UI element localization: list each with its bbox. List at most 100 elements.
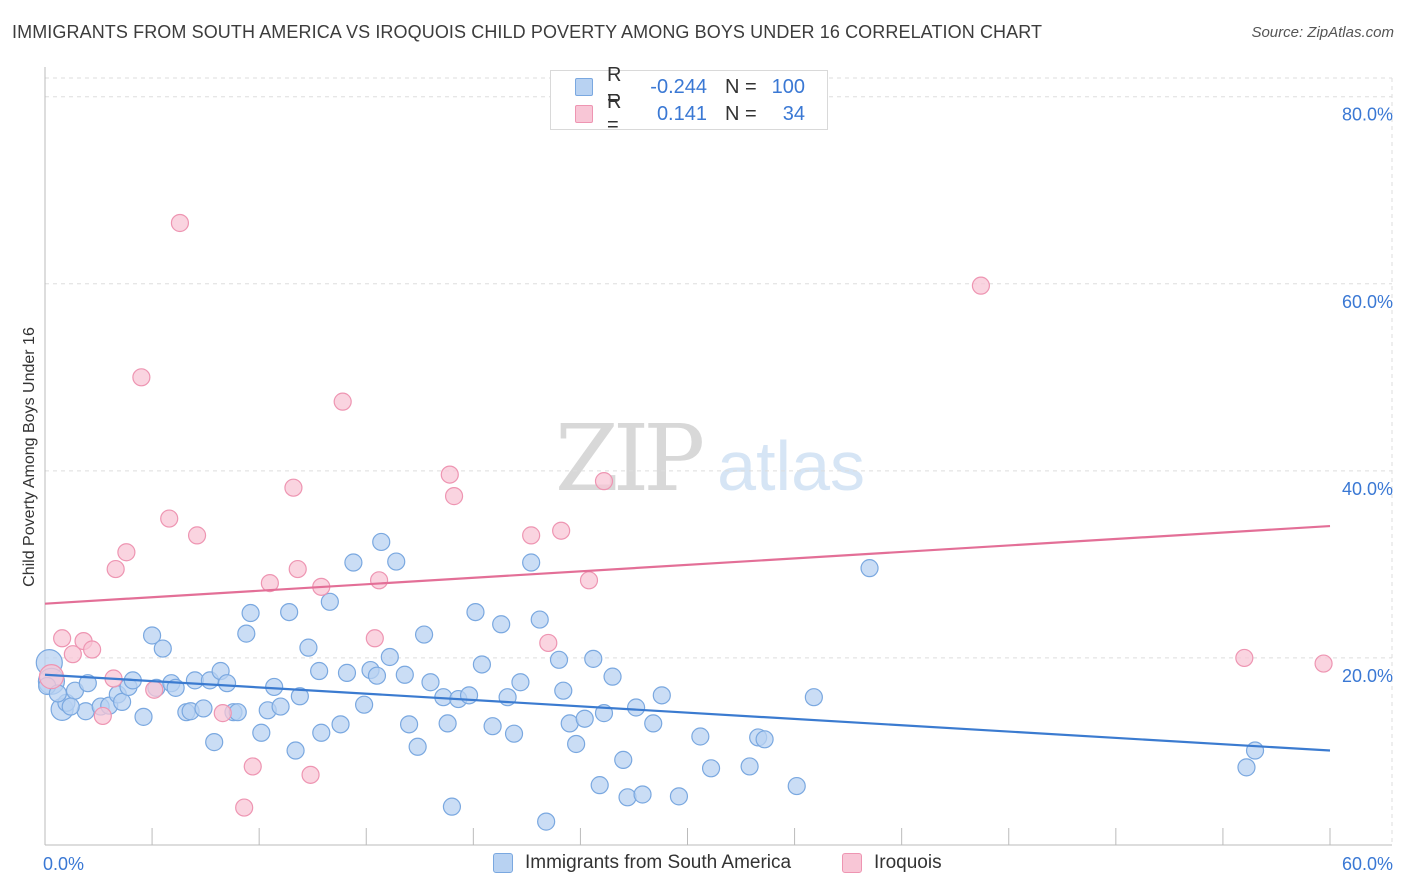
- point-immigrants: [78, 674, 97, 693]
- point-immigrants: [408, 737, 427, 756]
- point-immigrants: [399, 715, 419, 734]
- point-iroquois: [93, 706, 112, 726]
- point-immigrants: [134, 707, 153, 726]
- point-immigrants: [355, 695, 374, 714]
- point-iroquois: [539, 633, 558, 653]
- point-immigrants: [395, 665, 414, 684]
- point-immigrants: [644, 714, 663, 733]
- point-iroquois: [333, 392, 352, 411]
- point-immigrants: [560, 714, 579, 733]
- trend-lines: [44, 524, 1331, 752]
- point-immigrants: [252, 723, 271, 742]
- legend-r-label: R =: [607, 91, 622, 136]
- point-iroquois: [579, 571, 599, 590]
- point-immigrants: [537, 812, 556, 831]
- point-iroquois: [444, 487, 464, 506]
- trend-line-immigrants: [44, 673, 1331, 752]
- point-immigrants: [669, 787, 689, 806]
- point-immigrants: [787, 776, 806, 796]
- point-immigrants: [320, 592, 339, 611]
- point-immigrants: [76, 702, 95, 721]
- point-iroquois: [170, 213, 190, 233]
- point-iroquois: [1314, 654, 1333, 673]
- point-immigrants: [701, 759, 721, 778]
- point-immigrants: [860, 559, 879, 578]
- point-immigrants: [280, 602, 299, 622]
- legend-label-iroquois: Iroquois: [874, 852, 942, 873]
- point-immigrants: [153, 639, 172, 658]
- point-immigrants: [492, 615, 511, 634]
- legend-n-label: N =: [725, 75, 757, 98]
- y-tick-label: 20.0%: [1342, 666, 1393, 686]
- point-immigrants: [271, 697, 290, 716]
- point-iroquois: [971, 276, 991, 295]
- point-immigrants: [618, 788, 637, 807]
- legend-swatch-pink: [575, 105, 593, 123]
- point-immigrants: [1245, 741, 1265, 760]
- grid-lines: [45, 77, 1393, 845]
- point-iroquois: [284, 478, 303, 497]
- y-tick-label: 80.0%: [1342, 105, 1393, 125]
- legend-r-value: 0.141: [656, 102, 707, 125]
- point-immigrants: [522, 553, 541, 572]
- point-immigrants: [554, 681, 573, 700]
- legend-r-label: R =: [607, 64, 622, 109]
- point-iroquois: [117, 543, 136, 562]
- point-immigrants: [590, 776, 609, 795]
- point-immigrants: [442, 797, 462, 816]
- point-immigrants: [466, 602, 485, 622]
- point-immigrants: [290, 687, 309, 706]
- point-iroquois: [440, 465, 459, 484]
- point-iroquois: [301, 765, 320, 784]
- point-iroquois: [160, 509, 179, 528]
- point-iroquois: [132, 368, 151, 387]
- point-immigrants: [530, 610, 549, 629]
- point-immigrants: [380, 647, 399, 667]
- legend-item-immigrants: Immigrants from South America: [493, 852, 791, 874]
- point-immigrants: [331, 715, 350, 734]
- point-immigrants: [205, 733, 224, 752]
- point-immigrants: [237, 624, 256, 643]
- point-immigrants: [633, 785, 652, 804]
- legend-n-label: N =: [725, 102, 757, 125]
- chart-title: IMMIGRANTS FROM SOUTH AMERICA VS IROQUOI…: [12, 22, 1043, 42]
- point-immigrants: [421, 673, 440, 692]
- point-immigrants: [691, 727, 710, 746]
- point-immigrants: [652, 686, 671, 705]
- y-tick-label: 60.0%: [1342, 292, 1393, 312]
- point-immigrants: [740, 757, 759, 776]
- legend-row-iroquois: R = 0.141 N = 34: [575, 91, 805, 136]
- legend-label-immigrants: Immigrants from South America: [525, 852, 792, 873]
- point-immigrants: [372, 532, 391, 552]
- point-immigrants: [472, 655, 491, 674]
- point-immigrants: [549, 650, 569, 669]
- point-immigrants: [567, 734, 586, 754]
- point-immigrants: [459, 686, 479, 705]
- point-immigrants: [414, 625, 434, 644]
- point-iroquois: [83, 640, 102, 659]
- point-immigrants: [241, 603, 260, 623]
- correlation-legend: R = -0.244 N = 100 R = 0.141 N = 34: [550, 64, 828, 136]
- point-iroquois: [145, 680, 164, 699]
- point-iroquois: [213, 704, 232, 723]
- point-immigrants: [483, 717, 502, 736]
- axes: [44, 67, 1392, 846]
- point-iroquois: [106, 559, 125, 579]
- series-iroquois-points: [38, 213, 1333, 817]
- point-immigrants: [387, 552, 406, 571]
- point-immigrants: [603, 667, 622, 686]
- x-tick-label: 0.0%: [43, 854, 84, 874]
- point-immigrants: [299, 638, 318, 657]
- legend-swatch-blue: [575, 78, 593, 96]
- point-immigrants: [504, 724, 524, 743]
- point-immigrants: [312, 723, 331, 742]
- tick-labels: 20.0% 40.0% 60.0% 80.0% 0.0% 60.0%: [43, 105, 1393, 874]
- legend-row-immigrants: R = -0.244 N = 100: [575, 64, 805, 109]
- point-iroquois: [235, 798, 254, 817]
- legend-n-value: 100: [771, 75, 805, 98]
- series-immigrants-points: [35, 532, 1265, 831]
- y-tick-label: 40.0%: [1342, 479, 1393, 499]
- point-immigrants: [804, 688, 823, 707]
- point-iroquois: [243, 757, 262, 776]
